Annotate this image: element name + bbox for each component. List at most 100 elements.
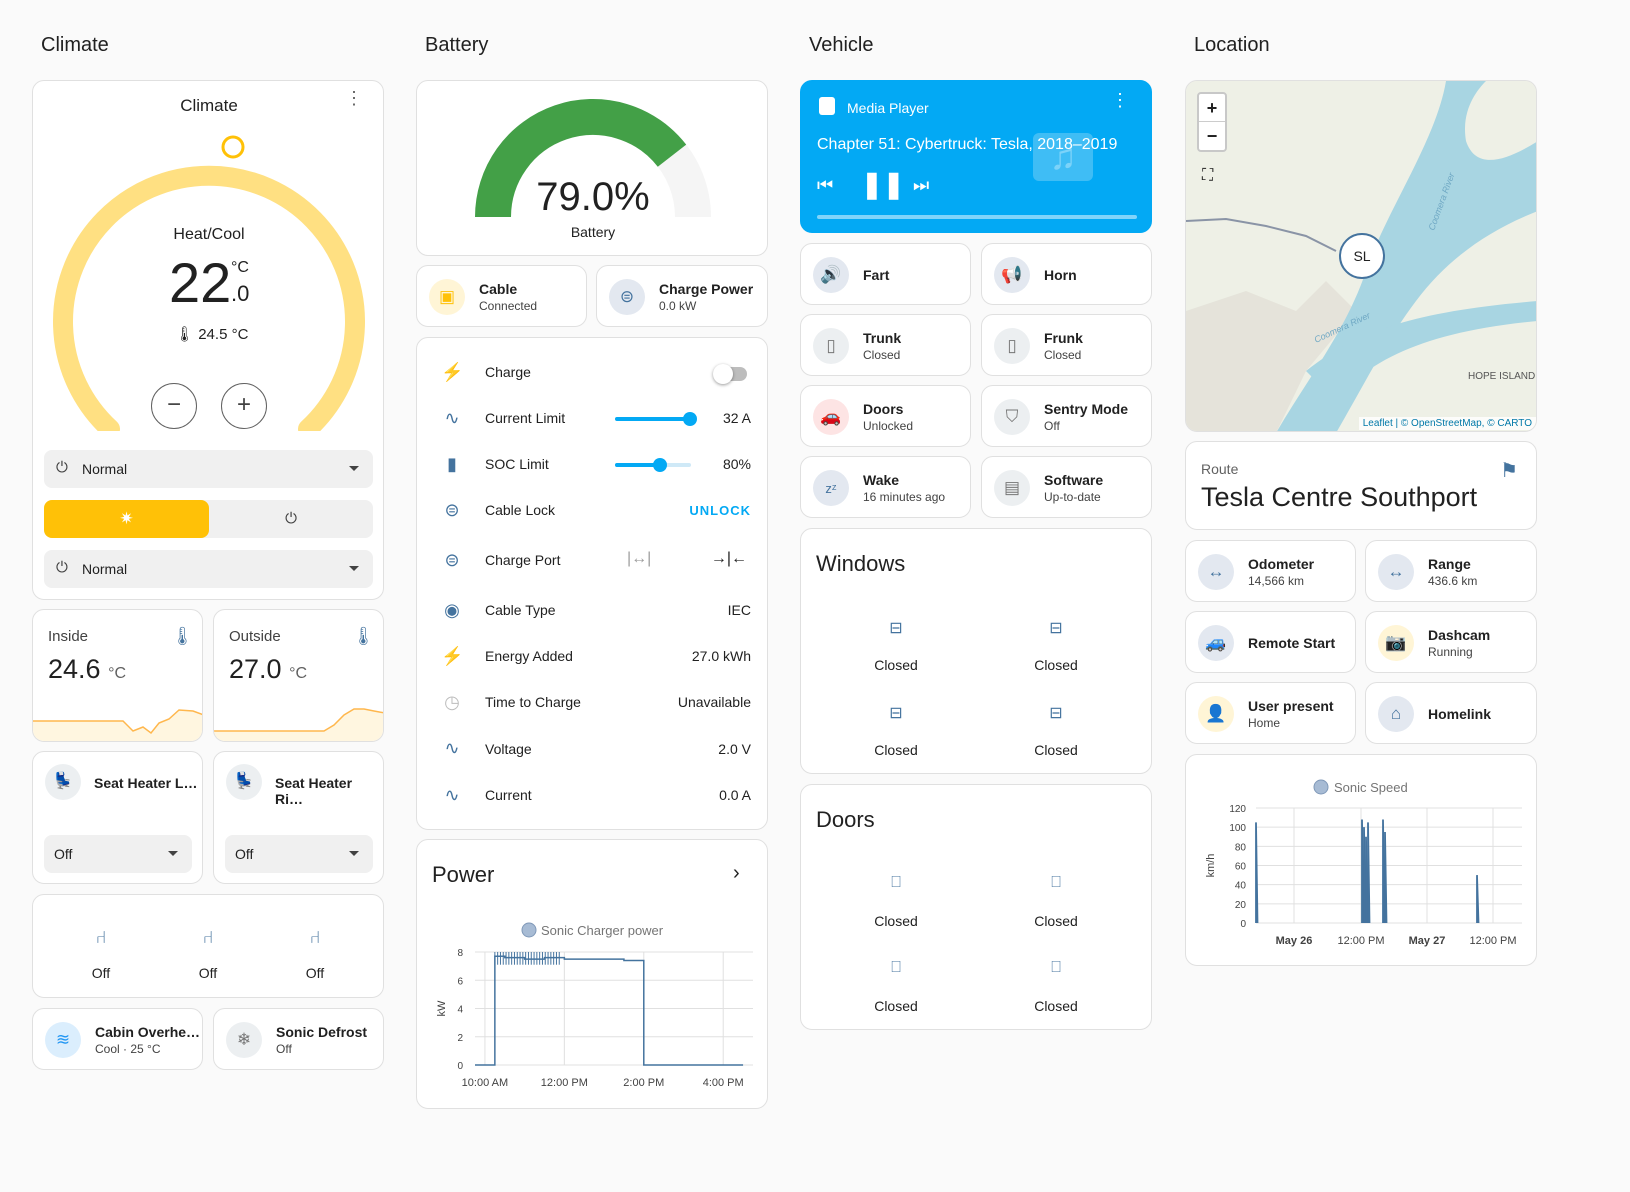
next-track-icon[interactable]: ⏭ xyxy=(913,175,930,195)
thermostat-dial[interactable] xyxy=(53,131,365,431)
focus-icon[interactable]: ⛶ xyxy=(1202,167,1214,184)
sonic-defrost-status: Off xyxy=(276,1042,292,1056)
off-mode-button[interactable]: ⏻ xyxy=(209,500,373,538)
target-temp-decimal: .0 xyxy=(231,281,250,306)
temp-decrease-button[interactable]: − xyxy=(151,383,197,429)
thermostat-handle[interactable] xyxy=(221,135,245,159)
zoom-out-button[interactable]: − xyxy=(1206,126,1218,146)
window-closed-icon[interactable]: ⊟ xyxy=(889,620,903,637)
y-tick-label: 60 xyxy=(1235,862,1247,873)
legend-label: Sonic Charger power xyxy=(541,923,664,938)
preset-select-2-value: Normal xyxy=(82,561,128,577)
power-chart: Sonic Charger power 0 2 4 6 8 10:00 AM 12:00 PM… xyxy=(436,922,753,1089)
slider-handle[interactable] xyxy=(653,458,667,472)
cabin-overheat-tile[interactable]: ≋ Cabin Overhe… Cool · 25 °C xyxy=(32,1008,203,1070)
slider-handle[interactable] xyxy=(683,412,697,426)
seat-heater-left-select[interactable]: Off xyxy=(44,835,192,873)
soc-limit-slider[interactable] xyxy=(615,458,691,472)
horn-label: Horn xyxy=(1044,267,1077,283)
x-tick-label: May 27 xyxy=(1409,935,1446,947)
ev-plug-icon: ⊜ xyxy=(444,500,460,520)
odometer-tile[interactable]: ↔ Odometer 14,566 km xyxy=(1185,540,1356,602)
seat-icon[interactable]: ⑁ xyxy=(95,927,107,947)
trunk-tile[interactable]: ▯ Trunk Closed xyxy=(800,314,971,376)
zoom-in-button[interactable]: + xyxy=(1199,94,1225,122)
climate-card: Climate ⋮ Heat/Cool 22 °C .0 🌡 24.5 °C −… xyxy=(32,80,384,600)
seat-icon[interactable]: ⑁ xyxy=(309,927,321,947)
media-progress-bar[interactable] xyxy=(817,215,1137,219)
y-tick-label: 2 xyxy=(457,1033,463,1044)
sentry-mode-tile[interactable]: ⛉ Sentry Mode Off xyxy=(981,385,1152,447)
current-ac-icon: ∿ xyxy=(444,785,460,805)
location-column-title: Location xyxy=(1194,34,1270,56)
doors-lock-status: Unlocked xyxy=(863,419,914,433)
door-closed-icon[interactable]: ⎕ xyxy=(891,874,901,891)
rear-seat-heaters-card: ⑁ Off ⑁ Off ⑁ Off xyxy=(32,894,384,998)
frunk-tile[interactable]: ▯ Frunk Closed xyxy=(981,314,1152,376)
cable-tile[interactable]: ▣ Cable Connected xyxy=(416,265,587,327)
door-front-right-status: Closed xyxy=(1034,913,1078,929)
map-card[interactable]: Coomera River Coomera River HOPE ISLAND … xyxy=(1185,80,1537,432)
map-attribution[interactable]: Leaflet | © OpenStreetMap, © CARTO xyxy=(1358,417,1536,430)
arrow-left-right-icon: ↔ xyxy=(1198,554,1234,590)
horn-tile[interactable]: 📢 Horn xyxy=(981,243,1152,305)
heat-cool-mode-button[interactable]: ✷ xyxy=(44,500,209,538)
unlock-button[interactable]: UNLOCK xyxy=(689,503,751,518)
media-track-title: Chapter 51: Cybertruck: Tesla, 2018–2019 xyxy=(817,136,1118,153)
inside-label: Inside xyxy=(48,628,89,645)
battery-gauge-card[interactable]: 79.0% Battery xyxy=(416,80,768,256)
route-card[interactable]: Route Tesla Centre Southport ⚑ xyxy=(1185,441,1537,530)
seat-icon[interactable]: ⑁ xyxy=(202,927,214,947)
window-closed-icon[interactable]: ⊟ xyxy=(1049,620,1063,637)
charge-toggle[interactable] xyxy=(713,364,747,384)
range-tile[interactable]: ↔ Range 436.6 km xyxy=(1365,540,1537,602)
target-temp-unit: °C xyxy=(231,259,249,276)
y-tick-label: 8 xyxy=(457,948,463,959)
current-limit-slider[interactable] xyxy=(615,412,697,426)
user-present-tile[interactable]: 👤 User present Home xyxy=(1185,682,1356,744)
battery-percentage: 79.0% xyxy=(536,175,650,219)
speed-spike xyxy=(1363,827,1367,924)
charge-port-close-icon[interactable]: →|← xyxy=(710,550,747,567)
climate-column-title: Climate xyxy=(41,34,109,56)
hvac-mode-toggle[interactable]: ✷ ⏻ xyxy=(44,500,373,538)
pause-icon[interactable]: ❚❚ xyxy=(861,169,905,199)
seat-heater-right-select[interactable]: Off xyxy=(225,835,373,873)
inside-temp-card[interactable]: Inside 🌡 24.6 °C xyxy=(32,609,203,742)
frunk-status: Closed xyxy=(1044,348,1082,362)
window-closed-icon[interactable]: ⊟ xyxy=(889,705,903,722)
sonic-defrost-tile[interactable]: ❄ Sonic Defrost Off xyxy=(213,1008,384,1070)
map-marker[interactable]: SL xyxy=(1339,233,1385,279)
sine-wave-icon: ∿ xyxy=(444,738,460,758)
outside-temp-card[interactable]: Outside 🌡 27.0 °C xyxy=(213,609,384,742)
previous-track-icon[interactable]: ⏮ xyxy=(817,175,834,195)
more-menu-icon[interactable]: ⋮ xyxy=(345,88,363,108)
software-tile[interactable]: ▤ Software Up-to-date xyxy=(981,456,1152,518)
doors-lock-tile[interactable]: 🚗 Doors Unlocked xyxy=(800,385,971,447)
current-ac-icon: ∿ xyxy=(444,408,460,428)
remote-start-tile[interactable]: 🚙 Remote Start xyxy=(1185,611,1356,673)
preset-select-2[interactable]: ⏻ Normal xyxy=(44,550,373,588)
window-closed-icon[interactable]: ⊟ xyxy=(1049,705,1063,722)
charge-power-tile[interactable]: ⊜ Charge Power 0.0 kW xyxy=(596,265,768,327)
wake-tile[interactable]: zᶻ Wake 16 minutes ago xyxy=(800,456,971,518)
fart-tile[interactable]: 🔊 Fart xyxy=(800,243,971,305)
trunk-status: Closed xyxy=(863,348,901,362)
y-tick-label: 4 xyxy=(457,1005,463,1016)
charge-port-open-icon[interactable]: |↔| xyxy=(627,550,652,567)
homelink-tile[interactable]: ⌂ Homelink xyxy=(1365,682,1537,744)
door-closed-icon[interactable]: ⎕ xyxy=(891,959,901,976)
more-menu-icon[interactable]: ⋮ xyxy=(1111,90,1129,110)
temp-increase-button[interactable]: + xyxy=(221,383,267,429)
window-rear-left-status: Closed xyxy=(874,742,918,758)
door-closed-icon[interactable]: ⎕ xyxy=(1051,959,1061,976)
charge-power-label: Charge Power xyxy=(659,281,754,297)
homelink-label: Homelink xyxy=(1428,706,1492,722)
dashcam-tile[interactable]: 📷 Dashcam Running xyxy=(1365,611,1537,673)
chevron-right-icon[interactable]: › xyxy=(733,862,740,884)
current-limit-value: 32 A xyxy=(722,410,751,426)
soc-limit-value: 80% xyxy=(722,456,751,472)
preset-select-1[interactable]: ⏻ Normal xyxy=(44,450,373,488)
door-closed-icon[interactable]: ⎕ xyxy=(1051,874,1061,891)
outside-sparkline xyxy=(214,708,383,741)
